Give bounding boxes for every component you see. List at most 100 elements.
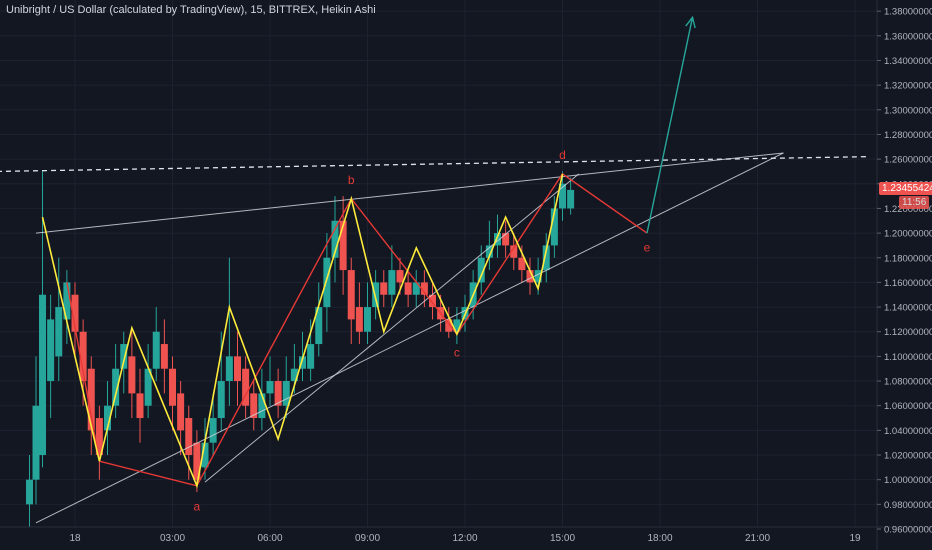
trend-lines [0, 152, 869, 524]
price-tick-label: 1.08000000 [884, 377, 932, 388]
time-tick-label: 18 [69, 533, 81, 544]
candle-body [87, 368, 95, 431]
candle-body [274, 381, 282, 406]
wave-labels: a b c d e [194, 148, 651, 513]
candle [526, 257, 534, 295]
candle [502, 220, 510, 258]
candle-body [112, 368, 120, 406]
price-axis-panel [877, 0, 932, 550]
candle-body [95, 418, 103, 456]
candle-body [339, 220, 347, 271]
price-tick-label: 0.96000000 [884, 525, 932, 536]
time-tick-label: 12:00 [452, 533, 477, 544]
candle [152, 307, 160, 382]
price-tick-label: 1.14000000 [884, 303, 932, 314]
candle-body [388, 270, 396, 295]
candle-body [225, 356, 233, 382]
price-tick-label: 1.28000000 [884, 130, 932, 141]
candle [39, 171, 46, 468]
candle [169, 356, 176, 431]
candle [323, 233, 331, 332]
candle-body [534, 270, 542, 283]
wave-label-a: a [194, 500, 201, 514]
price-tick-label: 1.10000000 [884, 352, 932, 363]
candle [331, 196, 339, 283]
candle-body [412, 282, 420, 295]
price-tick-label: 1.16000000 [884, 278, 932, 289]
candle-body [55, 307, 63, 357]
candle-body [128, 356, 136, 394]
projection-arrow-head [685, 15, 696, 29]
price-tick-label: 1.36000000 [884, 31, 932, 42]
candle-body [347, 270, 355, 320]
candle [355, 282, 363, 345]
candle-body [185, 418, 193, 456]
candle [71, 282, 79, 357]
chart-title: Unibright / US Dollar (calculated by Tra… [6, 4, 376, 16]
candle-body [526, 270, 534, 283]
candle [453, 307, 461, 345]
price-tick-label: 1.34000000 [884, 56, 932, 67]
time-tick-label: 21:00 [745, 533, 770, 544]
candle [136, 368, 144, 443]
candle [477, 245, 485, 295]
candle-body [104, 405, 111, 431]
candles [26, 171, 575, 529]
candle [429, 282, 436, 320]
candle [266, 356, 274, 406]
candle-body [323, 257, 331, 308]
candle-body [47, 319, 55, 382]
time-tick-label: 03:00 [160, 533, 185, 544]
candle [95, 405, 103, 480]
candle-body [380, 282, 388, 295]
candle [112, 344, 120, 419]
candle-body [550, 208, 558, 246]
candle-body [250, 393, 258, 419]
candle [542, 233, 550, 283]
candle [567, 177, 575, 215]
candle-body [242, 368, 250, 406]
candle [250, 381, 258, 431]
candle [258, 368, 266, 431]
candle [26, 455, 33, 529]
candle [485, 220, 493, 271]
price-axis-labels: 1.38000000 1.36000000 1.34000000 1.32000000… [877, 7, 932, 536]
time-tick-label: 15:00 [550, 533, 575, 544]
wave-label-c: c [454, 345, 460, 359]
time-axis-panel [0, 527, 932, 550]
price-tick-label: 1.06000000 [884, 401, 932, 412]
candle-body [404, 282, 412, 295]
candle-body [355, 307, 363, 332]
candle [445, 307, 453, 338]
candle-body [485, 245, 493, 258]
candle-body [79, 331, 87, 382]
time-tick-label: 09:00 [355, 533, 380, 544]
candle-body [177, 393, 185, 431]
resistance-dashed-line [0, 156, 869, 173]
price-tick-label: 1.38000000 [884, 7, 932, 18]
projection-arrow [646, 15, 696, 234]
candle [225, 257, 233, 406]
candle [104, 381, 111, 456]
time-tick-label: 19 [849, 533, 861, 544]
candle [234, 331, 241, 406]
candle [160, 319, 168, 394]
price-tick-label: 1.30000000 [884, 105, 932, 116]
candle [209, 393, 217, 456]
candle-body [494, 233, 501, 246]
candle [372, 270, 380, 320]
candle-body [71, 294, 79, 332]
candle-body [32, 405, 40, 480]
candle-body [209, 418, 217, 443]
candle [380, 270, 388, 308]
last-price-badge: 1.23455424 [879, 182, 932, 196]
price-tick-label: 1.32000000 [884, 81, 932, 92]
candle-body [160, 344, 168, 369]
time-tick-label: 06:00 [257, 533, 282, 544]
candle-body [120, 344, 128, 369]
time-axis-labels: 18 03:00 06:00 09:00 12:00 15:00 18:00 21:00 19 [69, 533, 861, 544]
candle-body [26, 479, 33, 505]
candle-body [217, 381, 225, 419]
